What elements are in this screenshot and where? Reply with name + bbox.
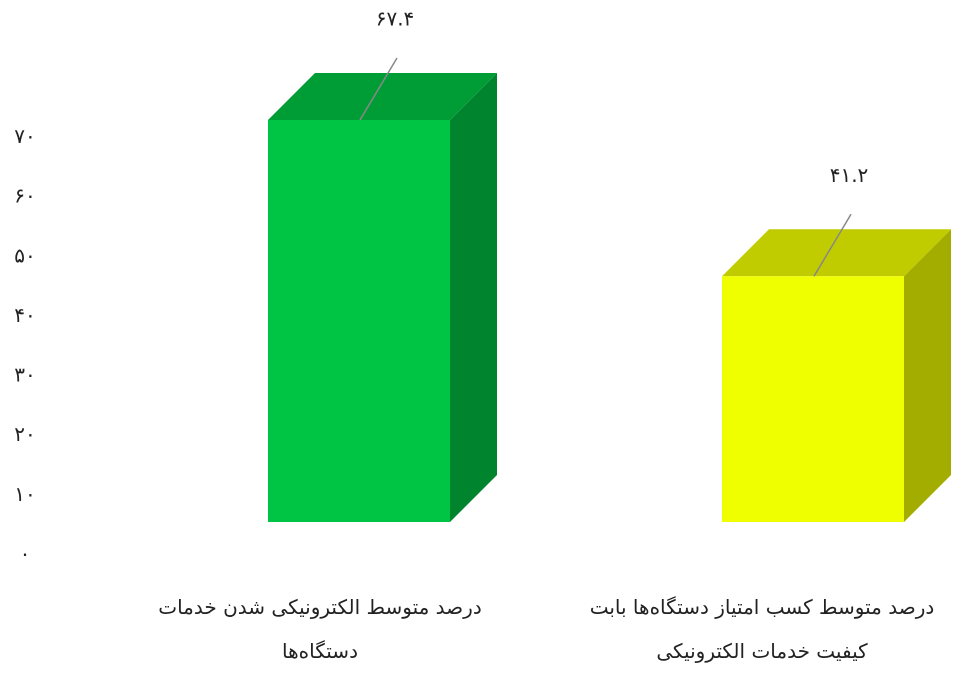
bar-top	[722, 229, 951, 277]
bar-side	[450, 73, 497, 522]
y-tick-label: ۲۰	[14, 422, 35, 446]
x-tick-label: درصد متوسط الکترونیکی شدن خدمات دستگاه‌ه…	[158, 595, 482, 663]
value-label: ۶۷.۴	[376, 7, 415, 31]
y-tick-label: ۷۰	[14, 124, 35, 148]
bar	[268, 120, 450, 522]
x-tick-label-box: درصد متوسط کسب امتیاز دستگاه‌ها بابت کیف…	[589, 595, 935, 663]
y-tick-label: ۳۰	[14, 363, 35, 387]
y-tick-label: ۴۰	[14, 303, 35, 327]
y-tick-label: ۵۰	[14, 243, 35, 267]
x-tick-label: درصد متوسط کسب امتیاز دستگاه‌ها بابت کیف…	[589, 595, 935, 663]
bar-top	[268, 73, 497, 120]
y-tick-label: ۰	[20, 542, 31, 566]
leader-line	[359, 57, 398, 121]
value-label: ۴۱.۲	[830, 163, 869, 187]
x-tick-label-box: درصد متوسط الکترونیکی شدن خدمات دستگاه‌ه…	[158, 595, 482, 663]
bar	[722, 276, 904, 522]
y-tick-label: ۱۰	[14, 482, 35, 506]
y-tick-label: ۶۰	[14, 184, 35, 208]
bar-side	[904, 229, 951, 522]
leader-line	[813, 213, 852, 277]
